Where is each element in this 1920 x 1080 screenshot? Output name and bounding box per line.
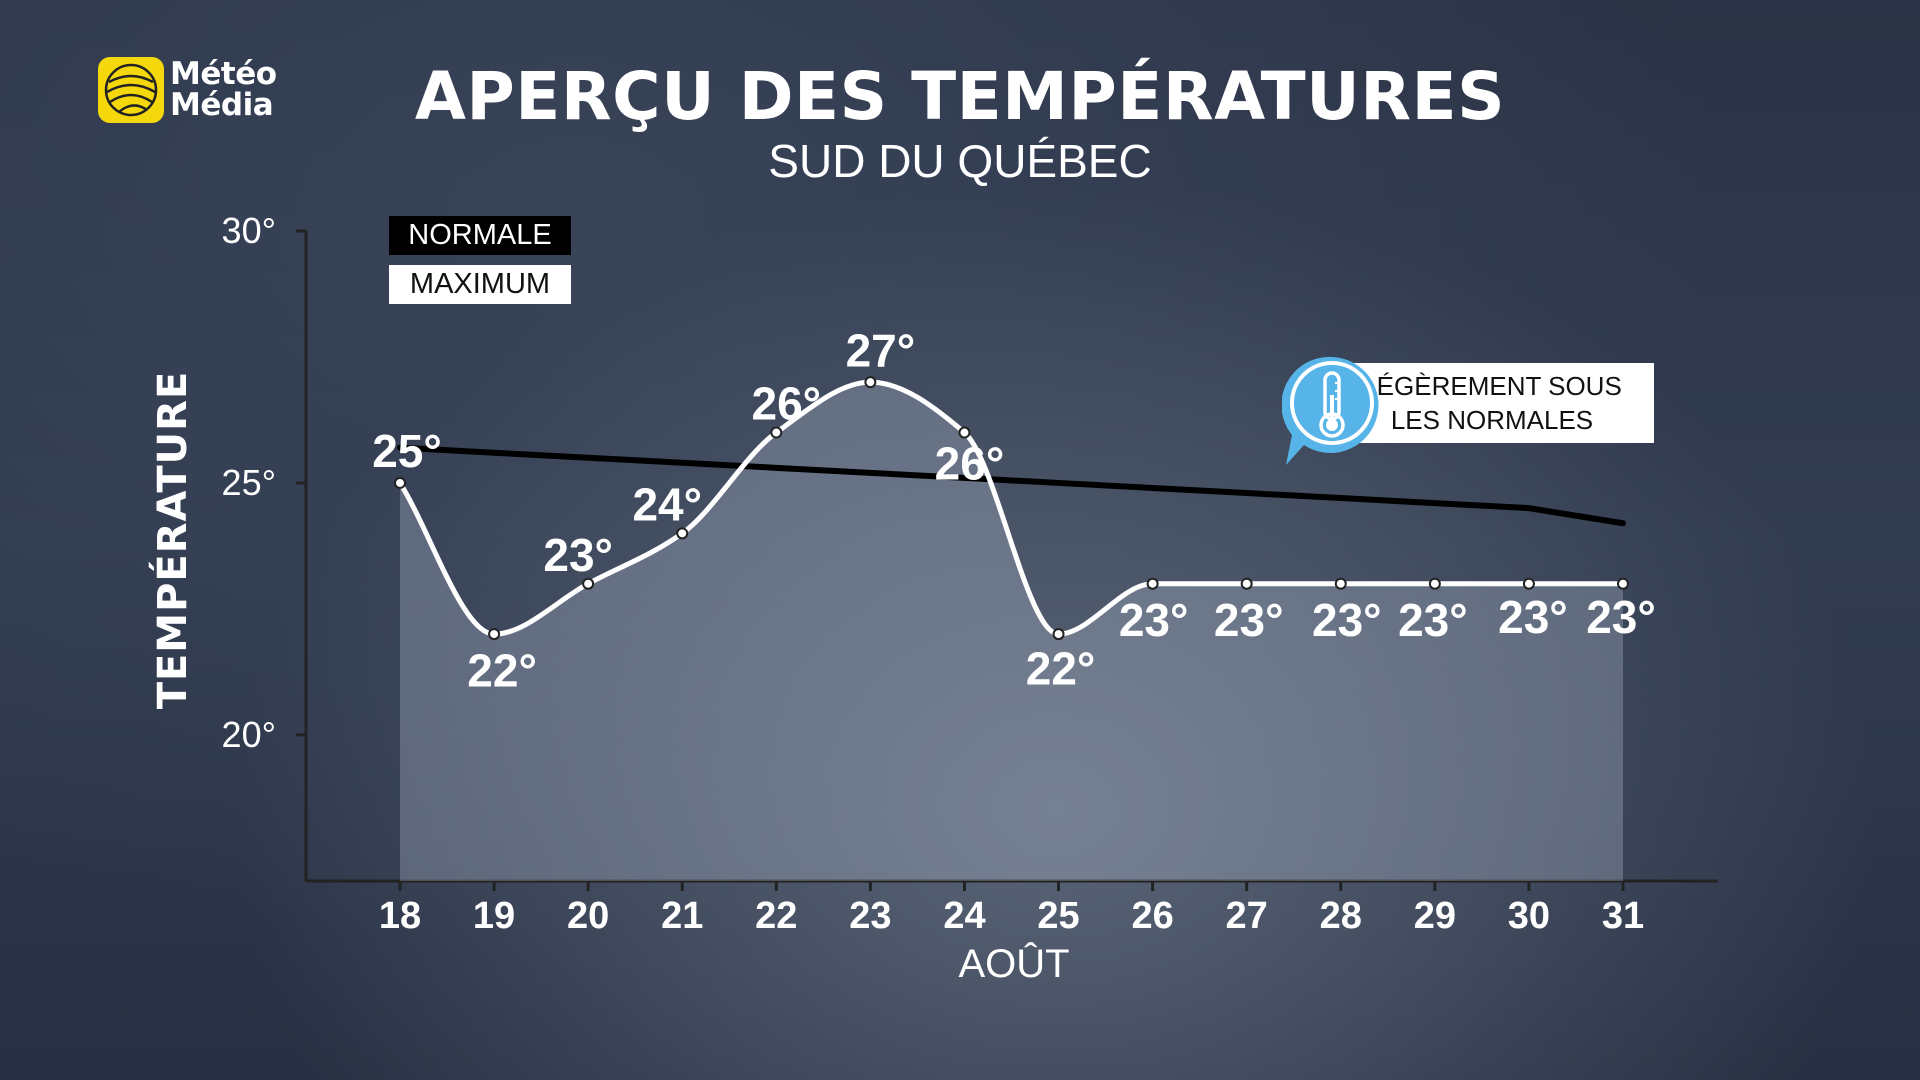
maximum-data-point (582, 577, 595, 590)
x-tick-label: 19 (472, 895, 516, 937)
data-label: 23° (1498, 591, 1568, 643)
maximum-data-point (1617, 577, 1629, 590)
maximum-data-point (676, 527, 689, 540)
brand-name-line1: Météo (170, 56, 277, 92)
thermometer-icon (1282, 356, 1379, 465)
brand-name: Météo Média (170, 59, 277, 121)
callout-line2: LES NORMALES (1390, 405, 1594, 435)
y-tick-label: 30° (221, 210, 276, 251)
normale-series-line (397, 444, 1626, 527)
x-axis-label: AOÛT (958, 942, 1070, 986)
data-label: 23° (1119, 594, 1189, 646)
maximum-data-point (1240, 577, 1253, 590)
brand-logo: Météo Média (98, 57, 277, 123)
x-tick-label: 20 (567, 895, 610, 937)
maximum-data-point (394, 476, 406, 489)
y-tick-label: 25° (221, 461, 276, 503)
data-label: 26° (752, 378, 822, 430)
x-tick-label: 24 (943, 895, 986, 937)
legend-maximum: MAXIMUM (389, 265, 571, 304)
brand-name-line2: Média (170, 87, 274, 123)
x-tick-label: 26 (1131, 895, 1174, 937)
maximum-data-point (488, 628, 501, 641)
maximum-data-point (958, 426, 971, 439)
data-label: 22° (467, 644, 537, 696)
x-tick-label: 21 (661, 895, 704, 937)
x-tick-label: 27 (1225, 895, 1268, 937)
maximum-data-point (864, 376, 877, 389)
x-tick-label: 25 (1037, 895, 1080, 937)
y-axis-label: TEMPÉRATURE (150, 370, 196, 710)
x-tick-label: 22 (755, 895, 798, 937)
maximum-data-point (1052, 628, 1065, 641)
data-label: 23° (1398, 594, 1468, 646)
maximum-data-point (1428, 577, 1441, 590)
x-tick-label: 31 (1601, 895, 1645, 937)
data-label: 22° (1026, 642, 1096, 694)
x-tick-label: 28 (1319, 895, 1362, 937)
data-label: 25° (372, 425, 442, 477)
data-label: 23° (1312, 594, 1382, 646)
y-tick-label: 20° (221, 713, 276, 755)
callout-line1: LÉGÈREMENT SOUS (1362, 371, 1622, 401)
data-label: 24° (632, 478, 702, 530)
x-tick-label: 18 (378, 895, 422, 937)
chart-subtitle: SUD DU QUÉBEC (768, 135, 1152, 187)
maximum-data-point (1146, 577, 1159, 590)
data-label: 23° (543, 529, 613, 581)
data-label: 23° (1214, 594, 1284, 646)
data-label: 27° (846, 324, 916, 376)
legend-normale: NORMALE (389, 216, 571, 255)
data-label: 26° (935, 438, 1005, 490)
x-tick-label: 23 (849, 895, 892, 937)
maximum-data-point (770, 426, 783, 439)
maximum-area (400, 382, 1623, 881)
maximum-data-point (1522, 577, 1535, 590)
x-tick-label: 30 (1507, 895, 1551, 937)
callout-box: LÉGÈREMENT SOUS LES NORMALES (1330, 363, 1654, 443)
chart-title: APERÇU DES TEMPÉRATURES (414, 58, 1506, 135)
x-tick-label: 29 (1413, 895, 1456, 937)
globe-logo-icon (98, 57, 164, 123)
data-label: 23° (1586, 591, 1656, 643)
maximum-data-point (1334, 577, 1347, 590)
